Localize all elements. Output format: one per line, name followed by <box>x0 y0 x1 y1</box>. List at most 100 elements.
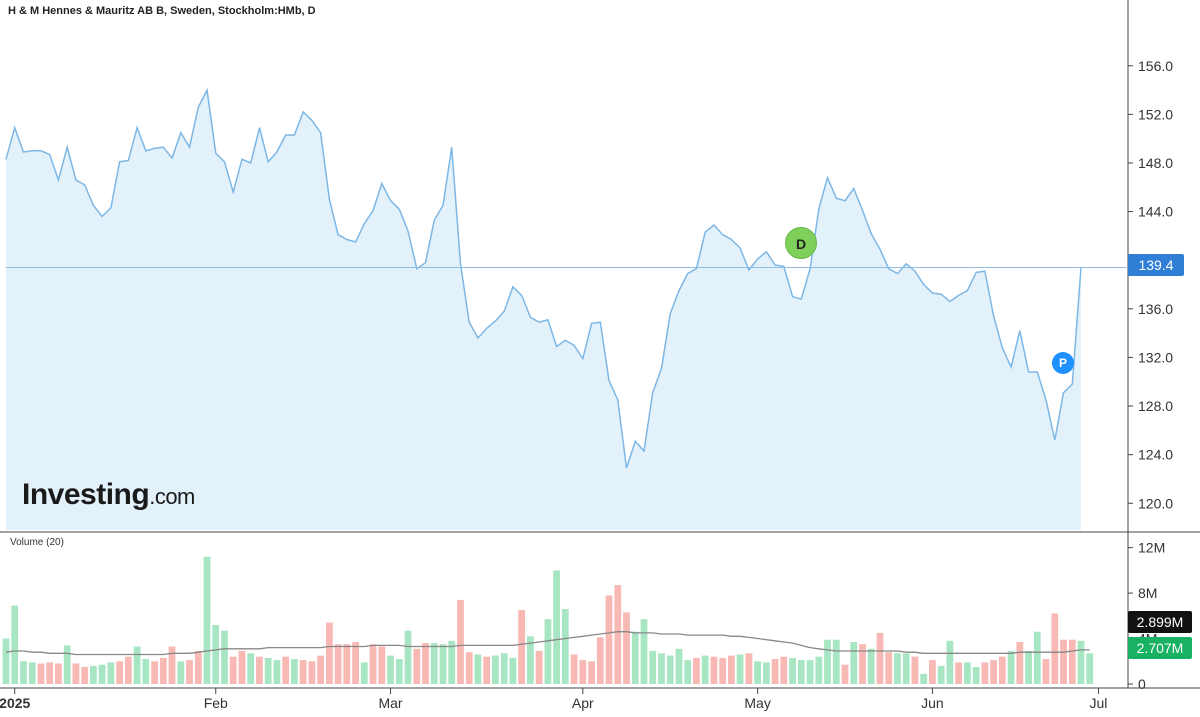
volume-bar <box>894 653 901 684</box>
price-line <box>5 87 1082 469</box>
volume-bar <box>605 595 613 684</box>
volume-bar <box>168 646 176 684</box>
x-tick-label: Mar <box>378 695 402 711</box>
volume-bar <box>780 656 788 684</box>
volume-bar <box>666 655 674 684</box>
dividend-marker[interactable]: D <box>785 227 817 259</box>
p-marker[interactable]: P <box>1052 352 1074 374</box>
volume-bar <box>299 660 307 684</box>
volume-bar <box>867 648 875 684</box>
volume-bar <box>1051 613 1059 684</box>
x-tick-label: May <box>744 695 770 711</box>
volume-bar <box>806 660 814 684</box>
last-price-tag: 139.4 <box>1128 254 1184 276</box>
chart-title: H & M Hennes & Mauritz AB B, Sweden, Sto… <box>8 5 316 17</box>
volume-bar <box>684 660 692 684</box>
volume-bar <box>693 657 700 684</box>
price-tick-label: 124.0 <box>1138 447 1173 463</box>
volume-bar <box>369 644 377 684</box>
volume-bar <box>675 648 683 684</box>
volume-bar <box>544 619 552 684</box>
volume-bar <box>20 661 27 684</box>
volume-bar <box>990 660 997 684</box>
volume-bar <box>229 656 237 684</box>
volume-bar <box>133 646 141 684</box>
volume-bar <box>422 643 429 684</box>
volume-bar <box>885 652 893 684</box>
volume-bar <box>815 656 823 684</box>
volume-bar <box>1025 651 1032 684</box>
volume-bar <box>186 660 193 684</box>
volume-tick-label: 0 <box>1138 676 1146 692</box>
price-tick-label: 148.0 <box>1138 155 1173 171</box>
volume-bar <box>649 651 657 684</box>
volume-bar <box>561 609 569 684</box>
volume-bar <box>378 646 386 684</box>
volume-bar <box>876 632 884 684</box>
volume-bar <box>1077 640 1085 684</box>
volume-bar <box>789 657 796 684</box>
volume-bar <box>238 651 246 684</box>
volume-bar <box>291 659 298 684</box>
x-tick-label: 2025 <box>0 695 31 711</box>
volume-bar <box>797 660 805 684</box>
volume-bar <box>334 644 342 684</box>
price-tick-label: 152.0 <box>1138 106 1173 122</box>
volume-tick-label: 12M <box>1138 540 1165 556</box>
investing-logo: Investing.com <box>22 478 195 511</box>
volume-bar <box>177 661 185 684</box>
volume-bar <box>11 605 19 684</box>
volume-bar <box>430 643 438 684</box>
volume-bar <box>623 612 630 684</box>
price-tick-label: 144.0 <box>1138 204 1173 220</box>
volume-bar <box>107 662 115 684</box>
volume-bar <box>553 570 560 684</box>
volume-bar <box>745 653 753 684</box>
volume-bar <box>465 652 473 684</box>
volume-bar <box>570 654 578 684</box>
volume-bar <box>308 661 316 684</box>
volume-bar <box>221 630 228 684</box>
volume-bar <box>37 663 45 684</box>
volume-bar <box>701 655 709 684</box>
volume-bar <box>841 664 849 684</box>
volume-bar <box>194 651 202 684</box>
volume-indicator-label: Volume (20) <box>10 537 64 548</box>
volume-bar <box>640 619 648 684</box>
volume-bar <box>754 661 761 684</box>
volume-bar <box>1033 631 1041 684</box>
volume-bar <box>1016 642 1024 684</box>
x-tick-label: Jul <box>1090 695 1108 711</box>
x-tick-label: Feb <box>204 695 228 711</box>
volume-bar <box>46 662 54 684</box>
volume-ma-line <box>5 631 1090 656</box>
volume-bar <box>736 654 744 684</box>
volume-bar <box>763 662 770 684</box>
volume-bar <box>2 638 10 684</box>
volume-bar <box>710 656 718 684</box>
volume-bar <box>159 657 167 684</box>
volume-bar <box>282 656 290 684</box>
volume-bar <box>911 656 919 684</box>
volume-bar <box>972 667 980 684</box>
volume-bar <box>964 662 971 684</box>
volume-bar <box>72 663 80 684</box>
volume-bar <box>1068 639 1076 684</box>
volume-bar <box>832 639 840 684</box>
volume-bar <box>81 667 89 684</box>
volume-last-tag: 2.707M <box>1128 637 1192 659</box>
price-tick-label: 120.0 <box>1138 495 1173 511</box>
volume-bar <box>247 653 255 684</box>
volume-bar <box>771 659 779 684</box>
volume-bar <box>1086 653 1094 684</box>
volume-tick-label: 8M <box>1138 585 1157 601</box>
volume-bar <box>929 660 936 684</box>
volume-bar <box>203 556 211 684</box>
volume-bar <box>535 651 543 684</box>
volume-bar <box>518 610 525 684</box>
volume-bar <box>509 657 517 684</box>
volume-bar <box>474 654 482 684</box>
volume-bar <box>142 659 150 684</box>
volume-bar <box>998 656 1006 684</box>
